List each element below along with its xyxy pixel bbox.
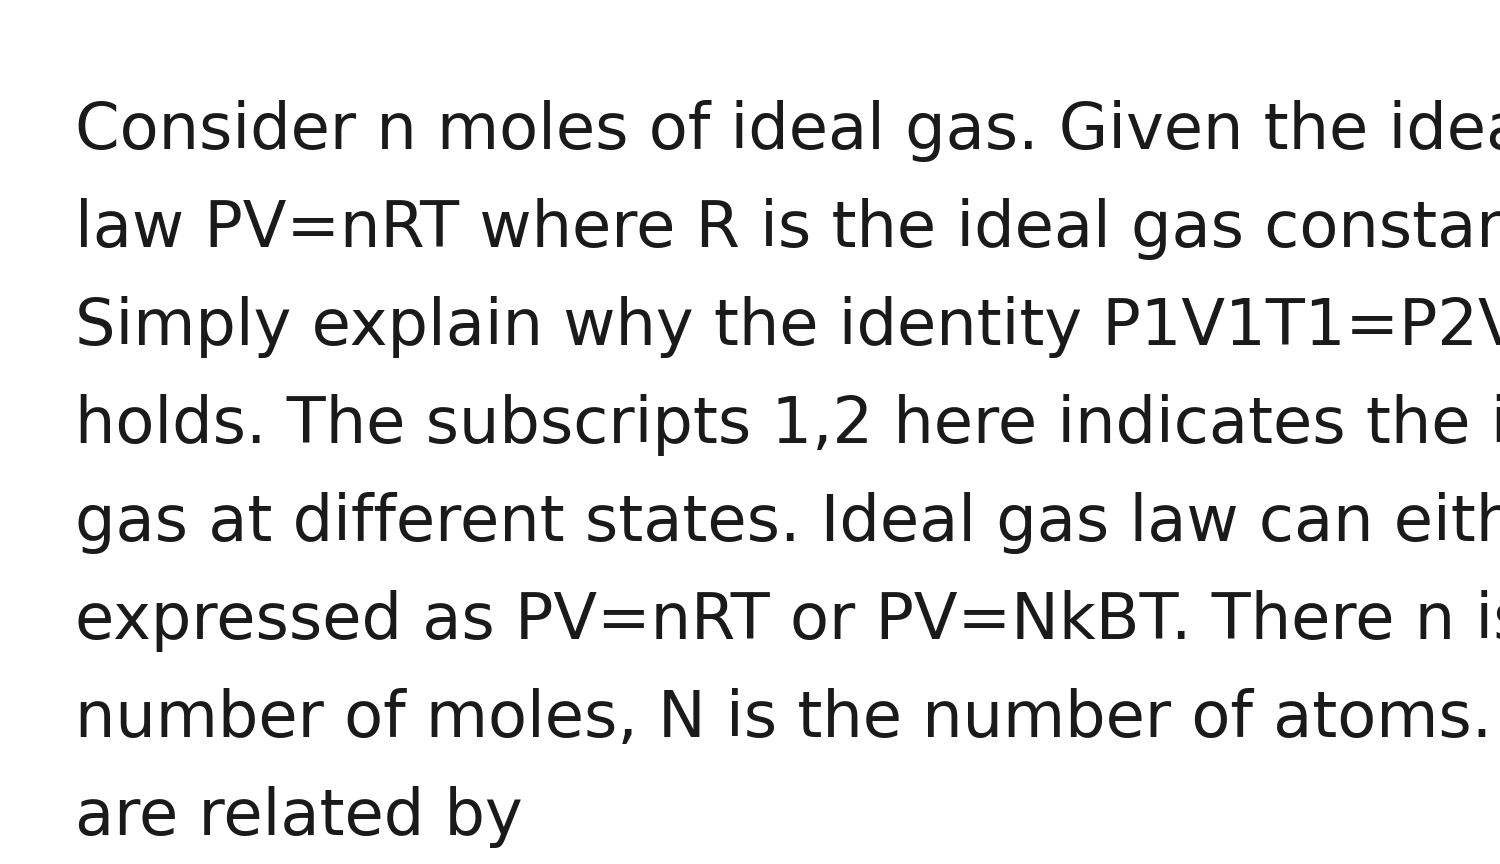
Text: Consider n moles of ideal gas. Given the ideal gas: Consider n moles of ideal gas. Given the… bbox=[75, 100, 1500, 162]
Text: gas at different states. Ideal gas law can either be: gas at different states. Ideal gas law c… bbox=[75, 492, 1500, 554]
Text: holds. The subscripts 1,2 here indicates the ideal: holds. The subscripts 1,2 here indicates… bbox=[75, 394, 1500, 456]
Text: law PV=nRT where R is the ideal gas constant.: law PV=nRT where R is the ideal gas cons… bbox=[75, 198, 1500, 260]
Text: expressed as PV=nRT or PV=NkBT. There n is: expressed as PV=nRT or PV=NkBT. There n … bbox=[75, 590, 1500, 652]
Text: number of moles, N is the number of atoms. They: number of moles, N is the number of atom… bbox=[75, 688, 1500, 750]
Text: Simply explain why the identity P1V1T1=P2V2T2: Simply explain why the identity P1V1T1=P… bbox=[75, 296, 1500, 358]
Text: are related by: are related by bbox=[75, 786, 522, 848]
